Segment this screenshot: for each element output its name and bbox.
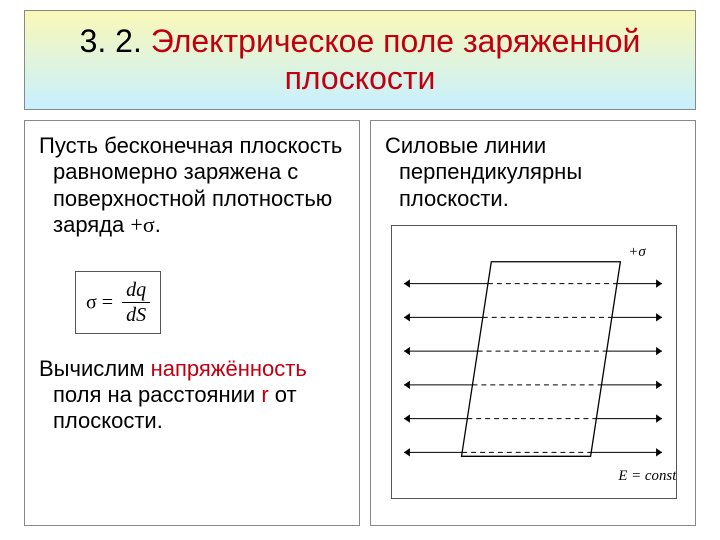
left-para-2: Вычислим напряжённость поля на расстояни… bbox=[39, 356, 345, 435]
formula-fraction: dq dS bbox=[122, 278, 150, 327]
title-line: 3. 2. Электрическое поле заряженной плос… bbox=[80, 23, 641, 97]
title-main-1: Электрическое поле заряженной bbox=[151, 23, 641, 59]
section-number: 3. 2. bbox=[80, 23, 142, 59]
svg-text:E = const: E = const bbox=[617, 468, 676, 484]
formula-lhs: σ = bbox=[86, 291, 113, 313]
left-p1-sigma: +σ bbox=[130, 212, 154, 237]
left-p1-b: . bbox=[155, 212, 161, 237]
right-column: Силовые линии перпендикулярны плоскости.… bbox=[370, 120, 696, 526]
formula-sigma: σ = dq dS bbox=[75, 271, 161, 334]
formula-num: dq bbox=[122, 278, 150, 303]
title-main-2: плоскости bbox=[285, 60, 436, 96]
left-para-1: Пусть бесконечная плоскость равномерно з… bbox=[39, 133, 345, 239]
left-p2-r: r bbox=[261, 382, 268, 407]
left-column: Пусть бесконечная плоскость равномерно з… bbox=[24, 120, 360, 526]
right-para-1: Силовые линии перпендикулярны плоскости. bbox=[385, 133, 681, 212]
field-diagram: +σ E = const bbox=[391, 225, 677, 499]
formula-den: dS bbox=[122, 303, 150, 327]
slide-title: 3. 2. Электрическое поле заряженной плос… bbox=[24, 10, 696, 110]
left-p2-a: Вычислим bbox=[39, 356, 151, 381]
svg-text:+σ: +σ bbox=[628, 244, 646, 260]
left-p2-hl: напряжённость bbox=[151, 356, 307, 381]
left-p2-b: поля на расстоянии bbox=[53, 382, 261, 407]
left-p1-a: Пусть бесконечная плоскость равномерно з… bbox=[39, 133, 342, 237]
